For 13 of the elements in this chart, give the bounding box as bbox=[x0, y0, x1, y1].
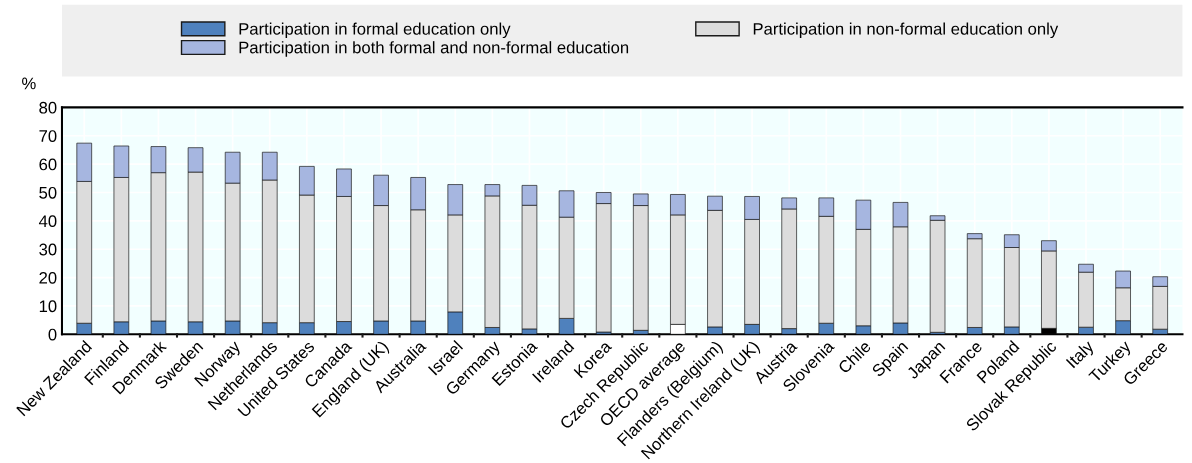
legend-label: Participation in non-formal education only bbox=[753, 22, 1059, 39]
y-tick-label: 20 bbox=[39, 271, 57, 284]
legend-label: Participation in formal education only bbox=[239, 22, 511, 39]
y-tick-label: 50 bbox=[39, 186, 57, 199]
legend-label: Participation in both formal and non-formal education bbox=[239, 41, 629, 57]
y-tick-label: 30 bbox=[39, 243, 57, 256]
y-tick-label: 60 bbox=[39, 158, 57, 171]
y-tick-label: 40 bbox=[38, 215, 57, 228]
y-axis-title: % bbox=[22, 77, 36, 90]
y-tick-label: 10 bbox=[39, 300, 57, 313]
y-tick-label: 0 bbox=[48, 328, 57, 341]
y-tick-label: 80 bbox=[39, 101, 57, 114]
y-tick-label: 70 bbox=[39, 130, 57, 142]
